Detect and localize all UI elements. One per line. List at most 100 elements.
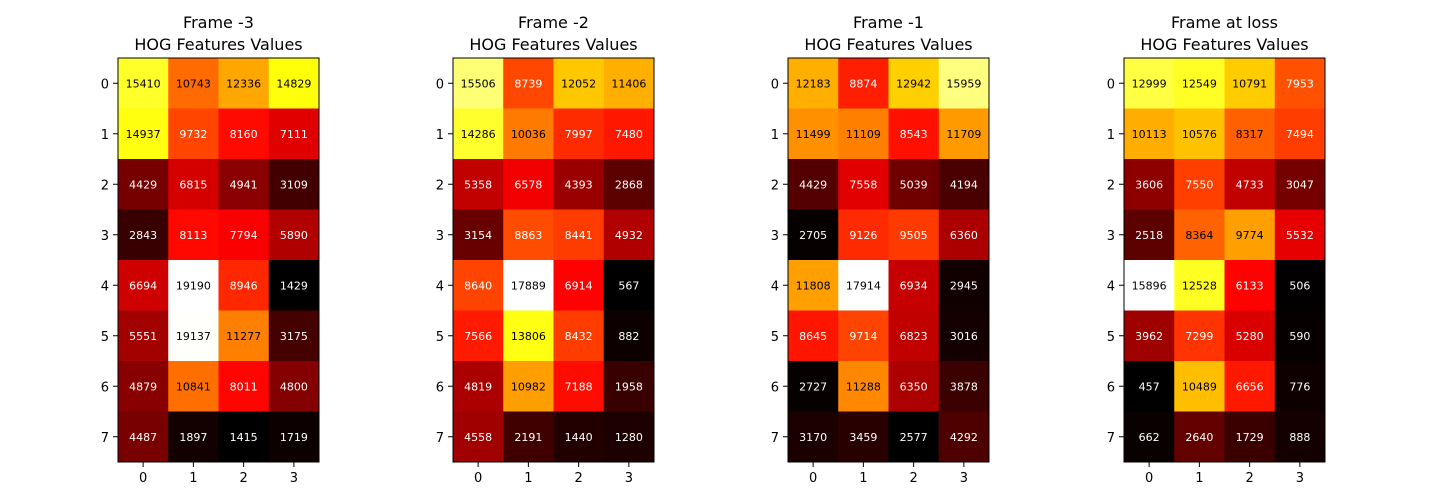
heatmap-cell (218, 411, 270, 463)
heatmap-cell (453, 159, 504, 210)
cell-value-label: 4800 (280, 380, 308, 393)
cell-value-label: 15959 (946, 77, 981, 90)
x-tick-label: 0 (809, 471, 817, 486)
heatmap-cell (1124, 361, 1175, 412)
cell-value-label: 5890 (280, 229, 308, 242)
cell-value-label: 7494 (1286, 128, 1314, 141)
heatmap-cell (1274, 108, 1326, 160)
cell-value-label: 12528 (1182, 279, 1217, 292)
y-tick-label: 1 (1107, 128, 1115, 143)
y-tick-label: 2 (1107, 178, 1115, 193)
heatmap-cell (553, 209, 605, 261)
cell-value-label: 4932 (615, 229, 643, 242)
heatmap-cell (888, 58, 940, 109)
cell-value-label: 14286 (461, 128, 496, 141)
cell-value-label: 3878 (950, 380, 978, 393)
cell-value-label: 8863 (514, 229, 542, 242)
cell-value-label: 8113 (179, 229, 207, 242)
y-tick-label: 7 (771, 431, 779, 446)
heatmap-cell (888, 361, 940, 412)
y-tick-label: 0 (436, 77, 444, 92)
cell-value-label: 7299 (1185, 330, 1213, 343)
cell-value-label: 17914 (846, 279, 881, 292)
cell-value-label: 2868 (615, 178, 643, 191)
heatmap-cell (268, 58, 320, 109)
heatmap-cell (218, 260, 270, 311)
heatmap-cell (938, 108, 990, 160)
cell-value-label: 1897 (179, 431, 207, 444)
heatmap-cell (453, 108, 504, 160)
heatmap-cell (503, 159, 554, 210)
y-tick-label: 5 (101, 330, 109, 345)
heatmap-cell (503, 310, 554, 362)
cell-value-label: 7794 (230, 229, 258, 242)
cell-value-label: 7111 (280, 128, 308, 141)
cell-value-label: 6823 (900, 330, 928, 343)
heatmap-cell (168, 58, 219, 109)
cell-value-label: 2843 (129, 229, 157, 242)
heatmap-cell (838, 58, 889, 109)
cell-value-label: 11288 (846, 380, 881, 393)
cell-value-label: 15506 (461, 77, 496, 90)
heatmap-cell (788, 209, 839, 261)
heatmap-cell (218, 108, 270, 160)
cell-value-label: 8645 (799, 330, 827, 343)
panel-title: Frame -3 (183, 13, 254, 32)
heatmap-cell (603, 260, 655, 311)
cell-value-label: 10489 (1182, 380, 1217, 393)
heatmap-cell (118, 260, 169, 311)
heatmap-cell (1124, 209, 1175, 261)
cell-value-label: 13806 (511, 330, 546, 343)
y-tick-label: 5 (436, 330, 444, 345)
heatmap-cell (603, 411, 655, 463)
cell-value-label: 8432 (565, 330, 593, 343)
y-tick-label: 4 (436, 279, 444, 294)
panel-subtitle: HOG Features Values (1140, 35, 1308, 54)
heatmap-cell (1124, 58, 1175, 109)
cell-value-label: 776 (1289, 380, 1310, 393)
cell-value-label: 1729 (1236, 431, 1264, 444)
heatmap-cell (888, 411, 940, 463)
cell-value-label: 8640 (464, 279, 492, 292)
x-tick-label: 1 (189, 471, 197, 486)
cell-value-label: 4941 (230, 178, 258, 191)
heatmap-cell (268, 159, 320, 210)
cell-value-label: 8441 (565, 229, 593, 242)
panel-subtitle: HOG Features Values (804, 35, 972, 54)
cell-value-label: 6934 (900, 279, 928, 292)
heatmap-cell (118, 361, 169, 412)
cell-value-label: 3109 (280, 178, 308, 191)
cell-value-label: 8011 (230, 380, 258, 393)
cell-value-label: 8317 (1236, 128, 1264, 141)
cell-value-label: 888 (1289, 431, 1310, 444)
heatmap-cell (268, 260, 320, 311)
heatmap-cell (453, 58, 504, 109)
y-tick-label: 5 (1107, 330, 1115, 345)
heatmap-cell (553, 108, 605, 160)
y-tick-label: 0 (771, 77, 779, 92)
heatmap-cell (553, 411, 605, 463)
cell-value-label: 5358 (464, 178, 492, 191)
cell-value-label: 8874 (849, 77, 877, 90)
panel-subtitle: HOG Features Values (469, 35, 637, 54)
x-tick-label: 3 (1296, 471, 1304, 486)
cell-value-label: 4429 (129, 178, 157, 191)
x-tick-label: 1 (859, 471, 867, 486)
cell-value-label: 1719 (280, 431, 308, 444)
cell-value-label: 6360 (950, 229, 978, 242)
y-tick-label: 6 (771, 380, 779, 395)
x-tick-label: 3 (290, 471, 298, 486)
heatmap-cell (788, 159, 839, 210)
heatmap-cell (453, 411, 504, 463)
heatmap-cell (168, 260, 219, 311)
heatmap-cell (888, 209, 940, 261)
cell-value-label: 4292 (950, 431, 978, 444)
heatmap-cell (938, 58, 990, 109)
x-tick-label: 0 (474, 471, 482, 486)
heatmap-cell (553, 260, 605, 311)
heatmap-cell (268, 108, 320, 160)
cell-value-label: 8160 (230, 128, 258, 141)
heatmap-cell (938, 310, 990, 362)
heatmap-cell (218, 159, 270, 210)
heatmap-cell (218, 310, 270, 362)
